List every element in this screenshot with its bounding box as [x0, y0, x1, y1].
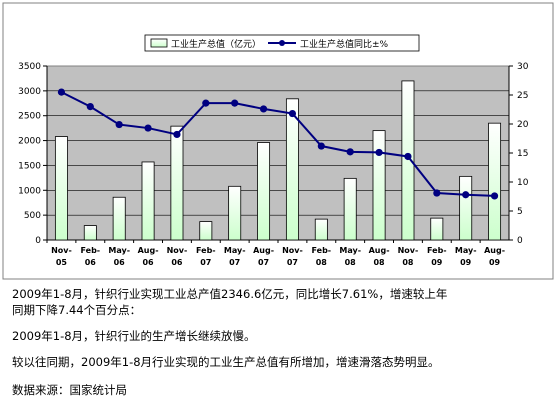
- bar: [199, 221, 213, 241]
- bar: [488, 122, 502, 241]
- y-left-tick-label: 2000: [18, 137, 41, 147]
- combo-chart: 0500100015002000250030003500051015202530…: [2, 2, 554, 280]
- chart-container: 0 500 1000 1500 2000 2500 3000 3500 0 5 10 15 20 25 30…: [2, 2, 554, 280]
- line-point: [144, 124, 152, 132]
- bar: [83, 225, 97, 241]
- x-tick-label: 07: [200, 258, 211, 267]
- y-left-tick-label: 2500: [18, 112, 41, 122]
- x-tick-label: 05: [56, 258, 68, 267]
- bar: [459, 175, 473, 241]
- y-left-tick-label: 3000: [18, 87, 41, 97]
- x-tick-label: Nov-: [51, 246, 72, 255]
- x-tick-label: 06: [171, 258, 183, 267]
- y-right-tick-label: 15: [517, 149, 528, 159]
- x-tick-label: 06: [142, 258, 154, 267]
- y-right-tick-label: 0: [517, 236, 523, 246]
- y-left-tick-label: 3500: [18, 62, 41, 72]
- x-tick-label: Nov-: [282, 246, 303, 255]
- paragraph-2: 2009年1-8月，针织行业的生产增长继续放慢。: [12, 329, 256, 343]
- legend-label-bar: 工业生产总值（亿元）: [171, 38, 261, 50]
- x-tick-label: 09: [460, 258, 472, 267]
- legend: 工业生产总值（亿元） 工业生产总值同比±%: [144, 34, 420, 52]
- x-tick-label: May-: [224, 246, 246, 255]
- x-tick-label: May-: [455, 246, 477, 255]
- line-point: [202, 99, 210, 107]
- line-series: [60, 91, 495, 197]
- bar: [285, 98, 299, 241]
- line-point: [86, 103, 94, 111]
- bar: [430, 217, 444, 241]
- x-tick-label: May-: [339, 246, 361, 255]
- paragraph-3: 较以往同期，2009年1-8月行业实现的工业生产总值有所增加，增速滑落态势明显。: [12, 355, 440, 369]
- y-left-tick-label: 1500: [18, 161, 41, 171]
- x-tick-label: Feb-: [196, 246, 216, 255]
- y-left-tick-label: 500: [24, 211, 41, 221]
- x-tick-label: Aug-: [253, 246, 274, 255]
- x-tick-label: Feb-: [81, 246, 101, 255]
- y-left-tick-label: 0: [35, 236, 41, 246]
- bar: [141, 161, 155, 241]
- line-point: [57, 88, 66, 96]
- bar: [257, 142, 271, 241]
- line-point: [288, 109, 297, 118]
- bar: [372, 130, 386, 241]
- x-tick-label: 09: [489, 258, 501, 267]
- line-point: [231, 99, 239, 107]
- x-tick-label: 08: [402, 258, 414, 267]
- x-tick-label: 06: [85, 258, 97, 267]
- line-point: [317, 142, 325, 150]
- x-tick-label: 06: [114, 258, 126, 267]
- y-left-tick-label: 1000: [18, 186, 41, 196]
- legend-bar-swatch: [150, 38, 168, 48]
- bar: [170, 125, 184, 241]
- x-tick-label: Aug-: [138, 246, 159, 255]
- x-tick-label: 07: [287, 258, 298, 267]
- paragraph-1-line-1: 2009年1-8月，针织行业实现工业总产值2346.6亿元，同比增长7.61%，…: [12, 287, 448, 301]
- line-point: [433, 189, 441, 197]
- x-tick-label: May-: [108, 246, 130, 255]
- x-tick-label: Feb-: [312, 246, 332, 255]
- x-tick-label: 09: [431, 258, 443, 267]
- x-tick-label: Aug-: [484, 246, 505, 255]
- legend-label-line: 工业生产总值同比±%: [300, 38, 389, 50]
- x-tick-label: Aug-: [369, 246, 390, 255]
- x-tick-label: 08: [316, 258, 328, 267]
- line-point: [115, 120, 123, 129]
- bar: [228, 185, 242, 241]
- bar: [401, 80, 415, 241]
- line-point: [404, 152, 412, 161]
- x-tick-label: Nov-: [167, 246, 188, 255]
- y-right-tick-label: 30: [517, 62, 529, 72]
- bar: [314, 218, 328, 241]
- y-right-tick-label: 25: [517, 91, 528, 101]
- x-tick-label: 07: [229, 258, 240, 267]
- x-tick-label: Feb-: [427, 246, 447, 255]
- legend-line-marker: [279, 40, 285, 46]
- bar: [343, 177, 357, 241]
- line-point: [346, 148, 354, 156]
- bar: [112, 196, 126, 241]
- data-source: 数据来源：国家统计局: [12, 383, 127, 397]
- line-point: [462, 191, 470, 199]
- x-tick-label: 08: [373, 258, 385, 267]
- y-right-tick-label: 10: [517, 178, 529, 188]
- x-tick-label: 07: [258, 258, 269, 267]
- x-tick-label: 08: [345, 258, 357, 267]
- paragraph-1-line-2: 同期下降7.44个百分点：: [12, 303, 142, 317]
- y-right-tick-label: 20: [517, 120, 529, 130]
- line-point: [173, 130, 181, 139]
- y-right-tick-label: 5: [517, 207, 523, 217]
- x-tick-label: Nov-: [398, 246, 419, 255]
- bar: [54, 136, 68, 241]
- line-point: [490, 192, 499, 200]
- line-point: [259, 105, 268, 113]
- line-point: [375, 148, 383, 157]
